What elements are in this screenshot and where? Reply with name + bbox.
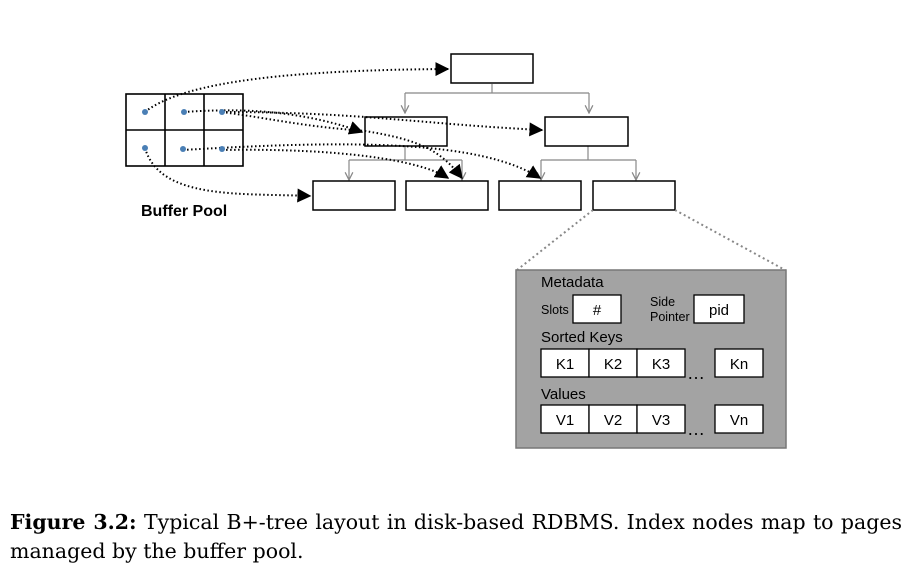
page-detail: Metadata Slots # Side Pointer pid Sorted… <box>515 269 787 449</box>
leaf-node-3 <box>498 180 582 211</box>
side-pointer-label-line2: Pointer <box>650 310 690 324</box>
buffer-pool-label: Buffer Pool <box>141 203 227 220</box>
values-row: V1 V2 V3 … Vn <box>540 404 764 439</box>
root-node <box>450 53 534 84</box>
inner-node-left <box>364 116 448 147</box>
key-cell-last <box>714 348 764 378</box>
pointer-to-leaf-3 <box>182 143 542 179</box>
pointer-arrows <box>144 62 544 203</box>
value-cell-2 <box>588 404 638 434</box>
figure-caption-text: Typical B+-tree layout in disk-based RDB… <box>10 510 902 563</box>
value-cell-1 <box>540 404 590 434</box>
buffer-pool-grid <box>125 93 244 167</box>
metadata-label: Metadata <box>541 274 604 291</box>
pointer-dots <box>142 109 225 152</box>
pointer-to-leaf-1-b <box>221 148 450 179</box>
value-label-1: V1 <box>556 412 574 429</box>
slots-label: Slots <box>541 303 569 317</box>
side-pointer-box <box>693 294 745 324</box>
value-cell-3 <box>636 404 686 434</box>
key-label-3: K3 <box>652 356 670 373</box>
leaf-node-4 <box>592 180 676 211</box>
key-ellipsis: … <box>687 363 705 383</box>
key-label-last: Kn <box>730 356 748 373</box>
figure-caption: Figure 3.2: Typical B+-tree layout in di… <box>10 508 902 566</box>
key-label-2: K2 <box>604 356 622 373</box>
value-ellipsis: … <box>687 419 705 439</box>
pointer-to-root <box>144 62 450 113</box>
value-label-last: Vn <box>730 412 748 429</box>
value-cell-last <box>714 404 764 434</box>
zoom-lines <box>516 209 786 271</box>
side-pointer-label-line1: Side <box>650 295 675 309</box>
sorted-keys-label: Sorted Keys <box>541 329 623 346</box>
pointer-to-leaf-1 <box>144 147 312 203</box>
keys-row: K1 K2 K3 … Kn <box>540 348 764 383</box>
key-cell-2 <box>588 348 638 378</box>
pointer-to-inner-left <box>183 109 364 135</box>
slots-value: # <box>593 302 602 319</box>
b-plus-tree-diagram: Buffer Pool Metadata Slots # Side Pointe… <box>125 53 787 449</box>
tree-edges <box>349 84 636 180</box>
key-label-1: K1 <box>556 356 574 373</box>
value-label-2: V2 <box>604 412 622 429</box>
key-cell-1 <box>540 348 590 378</box>
leaf-node-2 <box>405 180 489 211</box>
slots-box <box>572 294 622 324</box>
values-label: Values <box>541 386 586 403</box>
inner-node-right <box>544 116 629 147</box>
pointer-to-leaf-2 <box>221 111 463 180</box>
figure-caption-label: Figure 3.2: <box>10 510 137 534</box>
leaf-node-1 <box>312 180 396 211</box>
side-pointer-value: pid <box>709 302 729 319</box>
tree-nodes <box>312 53 676 211</box>
key-cell-3 <box>636 348 686 378</box>
value-label-3: V3 <box>652 412 670 429</box>
pointer-to-inner-right <box>221 111 544 137</box>
